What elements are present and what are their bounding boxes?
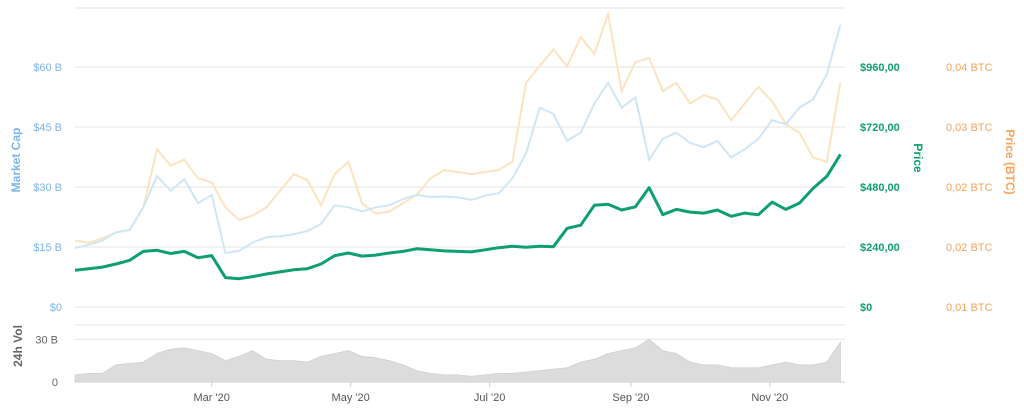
price-tick-label: $960,00 bbox=[860, 62, 900, 74]
market-cap-tick-label: $15 B bbox=[33, 242, 62, 254]
price-tick-label: $480,00 bbox=[860, 182, 900, 194]
x-axis-ticks: Mar '20 May '20 Jul '20 Sep '20 Nov '20 bbox=[194, 392, 789, 404]
market-cap-axis-ticks: $0 $15 B $30 B $45 B $60 B bbox=[33, 62, 62, 314]
volume-tick-label: 30 B bbox=[35, 334, 58, 346]
series-price-line bbox=[74, 153, 842, 281]
volume-axis-title: 24h Vol bbox=[11, 325, 25, 367]
price-btc-axis-ticks: 0,01 BTC 0,02 BTC 0,02 BTC 0,03 BTC 0,04 BTC bbox=[946, 62, 993, 314]
price-tick-label: $0 bbox=[860, 302, 872, 314]
volume-axis-ticks: 0 30 B bbox=[35, 334, 58, 389]
volume-tick-label: 0 bbox=[52, 377, 58, 389]
price-axis-ticks: $0 $240,00 $480,00 $720,00 $960,00 bbox=[860, 62, 900, 314]
price-tick-label: $720,00 bbox=[860, 122, 900, 134]
price-axis-title: Price bbox=[911, 143, 925, 173]
x-tick-label: Nov '20 bbox=[751, 392, 788, 404]
series-layer bbox=[74, 10, 842, 383]
price-btc-tick-label: 0,04 BTC bbox=[946, 62, 993, 74]
price-btc-tick-label: 0,02 BTC bbox=[946, 182, 993, 194]
x-tick-label: Mar '20 bbox=[194, 392, 230, 404]
market-cap-tick-label: $0 bbox=[50, 302, 62, 314]
price-tick-label: $240,00 bbox=[860, 242, 900, 254]
market-cap-tick-label: $60 B bbox=[33, 62, 62, 74]
price-btc-tick-label: 0,02 BTC bbox=[946, 242, 993, 254]
series-price-btc-line bbox=[74, 10, 842, 244]
x-tick-label: Jul '20 bbox=[474, 392, 505, 404]
series-market-cap-line bbox=[74, 24, 842, 255]
x-tick-label: Sep '20 bbox=[612, 392, 649, 404]
series-volume-area bbox=[74, 338, 841, 383]
price-btc-axis-title: Price (BTC) bbox=[1003, 129, 1017, 194]
x-tick-label: May '20 bbox=[332, 392, 370, 404]
market-cap-tick-label: $45 B bbox=[33, 122, 62, 134]
market-cap-tick-label: $30 B bbox=[33, 182, 62, 194]
market-cap-axis-title: Market Cap bbox=[9, 128, 23, 193]
price-btc-tick-label: 0,03 BTC bbox=[946, 122, 993, 134]
price-btc-tick-label: 0,01 BTC bbox=[946, 302, 993, 314]
